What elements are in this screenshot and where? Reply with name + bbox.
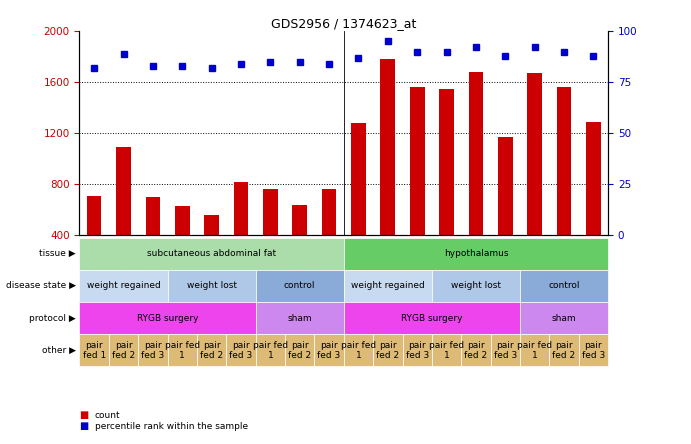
Bar — [146, 197, 160, 286]
Text: pair
fed 2: pair fed 2 — [288, 341, 311, 360]
Text: pair
fed 2: pair fed 2 — [553, 341, 576, 360]
Text: weight lost: weight lost — [451, 281, 501, 290]
Text: pair fed
1: pair fed 1 — [429, 341, 464, 360]
Text: pair fed
1: pair fed 1 — [253, 341, 288, 360]
Bar — [234, 182, 248, 286]
Bar — [87, 196, 102, 286]
Text: protocol ▶: protocol ▶ — [29, 313, 76, 322]
Bar — [292, 205, 307, 286]
Text: hypothalamus: hypothalamus — [444, 249, 508, 258]
Text: pair
fed 3: pair fed 3 — [493, 341, 517, 360]
Bar — [116, 147, 131, 286]
Text: pair fed
1: pair fed 1 — [341, 341, 376, 360]
Text: other ▶: other ▶ — [42, 346, 76, 355]
Text: disease state ▶: disease state ▶ — [6, 281, 76, 290]
Bar — [205, 215, 219, 286]
Text: pair
fed 3: pair fed 3 — [582, 341, 605, 360]
Text: pair
fed 2: pair fed 2 — [464, 341, 487, 360]
Bar — [498, 137, 513, 286]
Bar — [351, 123, 366, 286]
Bar — [468, 72, 483, 286]
Bar — [527, 73, 542, 286]
Text: ■: ■ — [79, 410, 88, 420]
Text: sham: sham — [287, 313, 312, 322]
Bar — [586, 122, 600, 286]
Text: ■: ■ — [79, 421, 88, 431]
Text: pair
fed 3: pair fed 3 — [406, 341, 429, 360]
Text: pair
fed 2: pair fed 2 — [200, 341, 223, 360]
Text: pair fed
1: pair fed 1 — [164, 341, 200, 360]
Bar — [439, 88, 454, 286]
Bar — [381, 59, 395, 286]
Text: pair
fed 2: pair fed 2 — [377, 341, 399, 360]
Text: control: control — [548, 281, 580, 290]
Bar — [322, 190, 337, 286]
Text: pair
fed 2: pair fed 2 — [112, 341, 135, 360]
Title: GDS2956 / 1374623_at: GDS2956 / 1374623_at — [271, 17, 417, 30]
Bar — [410, 87, 424, 286]
Text: count: count — [95, 411, 120, 420]
Bar — [557, 87, 571, 286]
Text: weight regained: weight regained — [351, 281, 425, 290]
Text: tissue ▶: tissue ▶ — [39, 249, 76, 258]
Text: percentile rank within the sample: percentile rank within the sample — [95, 422, 248, 431]
Text: RYGB surgery: RYGB surgery — [137, 313, 198, 322]
Text: sham: sham — [551, 313, 576, 322]
Text: pair
fed 3: pair fed 3 — [317, 341, 341, 360]
Bar — [175, 206, 189, 286]
Text: pair fed
1: pair fed 1 — [517, 341, 552, 360]
Bar — [263, 190, 278, 286]
Text: pair
fed 3: pair fed 3 — [141, 341, 164, 360]
Text: control: control — [284, 281, 316, 290]
Text: pair
fed 1: pair fed 1 — [82, 341, 106, 360]
Text: weight regained: weight regained — [86, 281, 160, 290]
Text: weight lost: weight lost — [187, 281, 236, 290]
Text: RYGB surgery: RYGB surgery — [401, 313, 463, 322]
Text: subcutaneous abdominal fat: subcutaneous abdominal fat — [147, 249, 276, 258]
Text: pair
fed 3: pair fed 3 — [229, 341, 253, 360]
